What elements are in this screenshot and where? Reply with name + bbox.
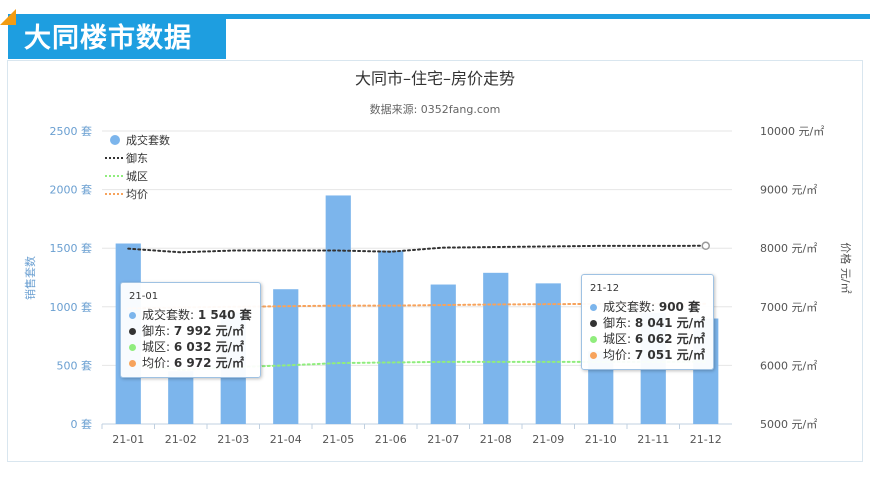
y-right-tick-label: 5000 元/㎡	[760, 418, 817, 431]
y-right-axis-label: 价格 元/㎡	[839, 242, 853, 293]
tooltip-header: 21-01	[129, 291, 159, 302]
bar-21-05	[325, 195, 351, 424]
legend-label: 城区	[126, 170, 148, 183]
bar-21-04	[273, 289, 299, 424]
bar-21-06	[378, 250, 404, 424]
x-tick-label: 21-02	[165, 433, 197, 446]
y-left-tick-label: 1500 套	[50, 242, 93, 255]
x-tick-label: 21-11	[637, 433, 669, 446]
x-tick-label: 21-01	[112, 433, 144, 446]
bar-21-08	[483, 272, 509, 424]
bar-21-07	[430, 284, 456, 424]
tooltip-row-yudong: 御东: 8 041 元/㎡	[590, 315, 705, 331]
tooltip-row-yudong: 御东: 7 992 元/㎡	[129, 323, 252, 339]
y-right-tick-label: 7000 元/㎡	[760, 301, 817, 314]
x-tick-label: 21-03	[217, 433, 249, 446]
chart-subtitle: 数据来源: 0352fang.com	[370, 102, 501, 116]
tooltip-header: 21-12	[590, 283, 620, 294]
y-right-tick-label: 9000 元/㎡	[760, 184, 817, 197]
x-tick-label: 21-04	[270, 433, 302, 446]
tooltip-row-avg: 均价: 6 972 元/㎡	[129, 355, 252, 371]
x-tick-label: 21-09	[532, 433, 564, 446]
x-tick-label: 21-10	[585, 433, 617, 446]
bar-21-02	[168, 371, 194, 424]
bar-21-09	[535, 283, 561, 424]
y-left-axis-label: 销售套数	[23, 256, 37, 300]
page-title: 大同楼市数据	[8, 19, 226, 59]
line-point-marker	[701, 241, 710, 251]
y-right-tick-label: 6000 元/㎡	[760, 359, 817, 372]
tooltip-row-chengqu: 城区: 6 032 元/㎡	[129, 339, 252, 355]
legend-label: 成交套数	[126, 133, 170, 147]
y-left-tick-label: 2000 套	[50, 184, 93, 197]
chart-title: 大同市–住宅–房价走势	[355, 69, 515, 88]
y-right-tick-label: 10000 元/㎡	[760, 125, 824, 138]
header-accent-bar	[8, 14, 870, 19]
tooltip-row-chengqu: 城区: 6 062 元/㎡	[590, 331, 705, 347]
y-right-tick-label: 8000 元/㎡	[760, 242, 817, 255]
chart-panel	[7, 60, 863, 462]
tooltip-21-01: 21-01 成交套数: 1 540 套 御东: 7 992 元/㎡ 城区: 6 …	[120, 282, 261, 378]
y-left-tick-label: 0 套	[71, 418, 93, 431]
x-tick-label: 21-06	[375, 433, 407, 446]
tooltip-21-12: 21-12 成交套数: 900 套 御东: 8 041 元/㎡ 城区: 6 06…	[581, 274, 714, 370]
x-tick-label: 21-12	[690, 433, 722, 446]
line-series-0	[127, 244, 707, 254]
y-left-tick-label: 1000 套	[50, 301, 93, 314]
tooltip-row-deals: 成交套数: 1 540 套	[129, 307, 252, 323]
y-left-tick-label: 2500 套	[50, 125, 93, 138]
legend-marker-bar	[110, 135, 120, 145]
x-tick-label: 21-05	[322, 433, 354, 446]
tooltip-row-deals: 成交套数: 900 套	[590, 299, 705, 315]
legend-label: 均价	[126, 188, 148, 201]
y-left-tick-label: 500 套	[57, 359, 93, 372]
legend-label: 御东	[126, 151, 148, 165]
tooltip-row-avg: 均价: 7 051 元/㎡	[590, 347, 705, 363]
x-tick-label: 21-07	[427, 433, 459, 446]
x-tick-label: 21-08	[480, 433, 512, 446]
